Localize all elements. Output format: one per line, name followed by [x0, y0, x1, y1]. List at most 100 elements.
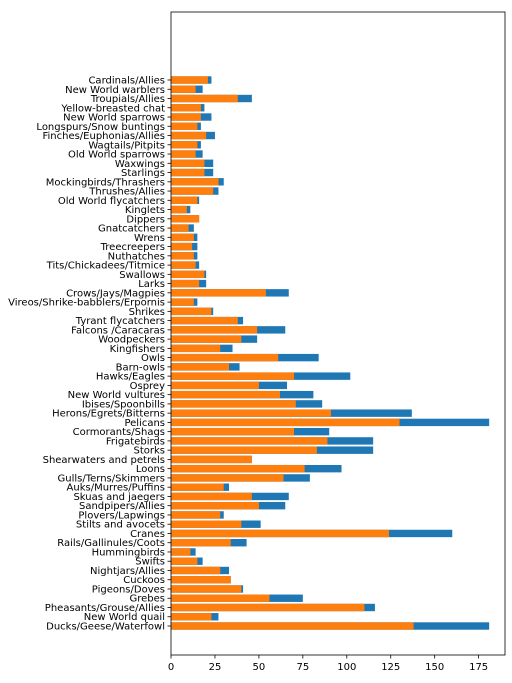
bar-auks-murres-puffins-series-2: [171, 483, 224, 491]
bar-starlings-series-2: [171, 168, 205, 177]
y-tick-label: Pigeons/Doves: [92, 584, 165, 595]
x-tick-label: 150: [425, 662, 444, 673]
y-tick-label: Tits/Chickadees/Titmice: [46, 261, 165, 272]
bar-barn-owls-series-2: [171, 363, 230, 371]
bar-wrens-series-2: [171, 233, 194, 242]
y-tick-label: Cuckoos: [123, 575, 165, 586]
y-tick-label: Crows/Jays/Magpies: [66, 288, 165, 299]
bar-waxwings-series-2: [171, 159, 205, 167]
bar-longspurs-snow-buntings-series-2: [171, 122, 198, 130]
bar-troupials-allies-series-2: [171, 94, 238, 103]
x-axis: 0 25 50 75 100 125 150 175: [168, 655, 488, 673]
bar-tits-chickadees-titmice-series-2: [171, 261, 196, 269]
y-tick-label: Auks/Murres/Puffins: [67, 483, 165, 494]
bar-larks-series-2: [171, 279, 200, 288]
y-tick-label: Nuthatches: [108, 251, 165, 262]
bar-kinglets-series-2: [171, 205, 187, 214]
bar-new-world-sparrows-series-2: [171, 113, 201, 121]
bar-sandpipers-allies-series-2: [171, 501, 259, 510]
bar-hummingbirds-series-2: [171, 548, 191, 556]
bar-shearwaters-and-petrels-series-2: [171, 455, 252, 464]
y-tick-label: Nightjars/Allies: [90, 566, 165, 577]
bar-storks-series-2: [171, 446, 317, 454]
y-tick-label: Skuas and jaegers: [73, 492, 165, 503]
y-tick-label: Cardinals/Allies: [88, 76, 165, 87]
bar-gulls-terns-skimmers-series-2: [171, 474, 284, 482]
y-tick-label: Swallows: [119, 270, 165, 281]
x-tick-label: 175: [469, 662, 488, 673]
bar-nuthatches-series-2: [171, 252, 194, 260]
bar-herons-egrets-bitterns-series-2: [171, 409, 331, 417]
bar-falcons-caracaras-series-2: [171, 326, 258, 334]
bar-cardinals-allies-series-2: [171, 76, 208, 84]
bar-frigatebirds-series-2: [171, 437, 328, 445]
bar-kingfishers-series-2: [171, 344, 221, 353]
y-tick-label: Vireos/Shrike-babblers/Erpornis: [8, 298, 165, 309]
x-tick-label: 100: [337, 662, 356, 673]
y-tick-label: Hawks/Eagles: [96, 372, 165, 383]
y-tick-label: Kinglets: [125, 205, 165, 216]
bar-swifts-series-2: [171, 557, 198, 565]
y-tick-label: Ducks/Geese/Waterfowl: [46, 622, 165, 633]
bar-swallows-series-2: [171, 270, 205, 279]
y-tick-label: Barn-owls: [116, 362, 165, 373]
y-tick-label: Finches/Euphonias/Allies: [42, 131, 165, 142]
y-tick-label: New World quail: [84, 612, 165, 623]
x-tick-label: 25: [209, 662, 222, 673]
y-tick-label: Old World flycatchers: [58, 196, 165, 207]
bar-woodpeckers-series-2: [171, 335, 242, 343]
bar-hawks-eagles-series-2: [171, 372, 295, 380]
y-tick-label: Grebes: [129, 594, 165, 605]
bar-grebes-series-2: [171, 594, 270, 602]
x-tick-label: 50: [253, 662, 266, 673]
bar-mockingbirds-thrashers-series-2: [171, 178, 219, 186]
y-tick-label: Treecreepers: [100, 242, 165, 253]
bar-wagtails-pitpits-series-2: [171, 141, 198, 149]
bar-rails-gallinules-coots-series-2: [171, 539, 231, 547]
bar-gnatcatchers-series-2: [171, 224, 189, 232]
bar-skuas-and-jaegers-series-2: [171, 492, 252, 501]
bar-loons-series-2: [171, 464, 305, 473]
x-tick-label: 125: [381, 662, 400, 673]
bar-ducks-geese-waterfowl-series-2: [171, 622, 414, 630]
y-tick-label: Cormorants/Shags: [73, 427, 165, 438]
y-tick-label: Swifts: [135, 557, 165, 568]
bar-crows-jays-magpies-series-2: [171, 289, 266, 297]
bar-new-world-quail-series-2: [171, 613, 212, 621]
y-tick-label: Wrens: [134, 233, 165, 244]
bar-ibises-spoonbills-series-2: [171, 400, 296, 408]
y-tick-label: Troupials/Allies: [90, 94, 165, 105]
bar-plovers-lapwings-series-2: [171, 511, 221, 519]
y-tick-label: Loons: [136, 464, 165, 475]
bar-osprey-series-2: [171, 381, 259, 390]
y-tick-label: Pelicans: [124, 418, 165, 429]
y-tick-label: Mockingbirds/Thrashers: [46, 177, 165, 188]
y-tick-label: Herons/Egrets/Bitterns: [52, 409, 165, 420]
y-tick-label: Osprey: [130, 381, 165, 392]
bar-old-world-sparrows-series-2: [171, 150, 196, 158]
bar-dippers-series-2: [171, 215, 200, 223]
y-tick-label: Starlings: [121, 168, 165, 179]
y-tick-label: Ibises/Spoonbills: [82, 399, 165, 410]
bar-pigeons-doves-series-2: [171, 585, 242, 593]
y-tick-label: Pheasants/Grouse/Allies: [45, 603, 165, 614]
y-tick-label: Cranes: [130, 529, 165, 540]
plot-frame: [170, 11, 506, 656]
y-tick-label: New World vultures: [68, 390, 165, 401]
bar-nightjars-allies-series-2: [171, 566, 221, 575]
bar-pheasants-grouse-allies-series-2: [171, 603, 365, 612]
bar-pelicans-series-2: [171, 418, 400, 427]
y-tick-label: Plovers/Lapwings: [78, 510, 165, 521]
bar-treecreepers-series-2: [171, 242, 193, 251]
bar-owls-series-2: [171, 353, 279, 362]
bar-yellow-breasted-chat-series-2: [171, 104, 201, 112]
bar-thrushes-allies-series-2: [171, 187, 214, 195]
x-tick-label: 75: [296, 662, 309, 673]
y-tick-label: Hummingbirds: [92, 547, 165, 558]
y-tick-label: Woodpeckers: [98, 335, 165, 346]
y-tick-label: Sandpipers/Allies: [79, 501, 165, 512]
series-orange-bars: [171, 76, 414, 630]
bar-vireos-shrike-babblers-erpornis-series-2: [171, 298, 194, 306]
